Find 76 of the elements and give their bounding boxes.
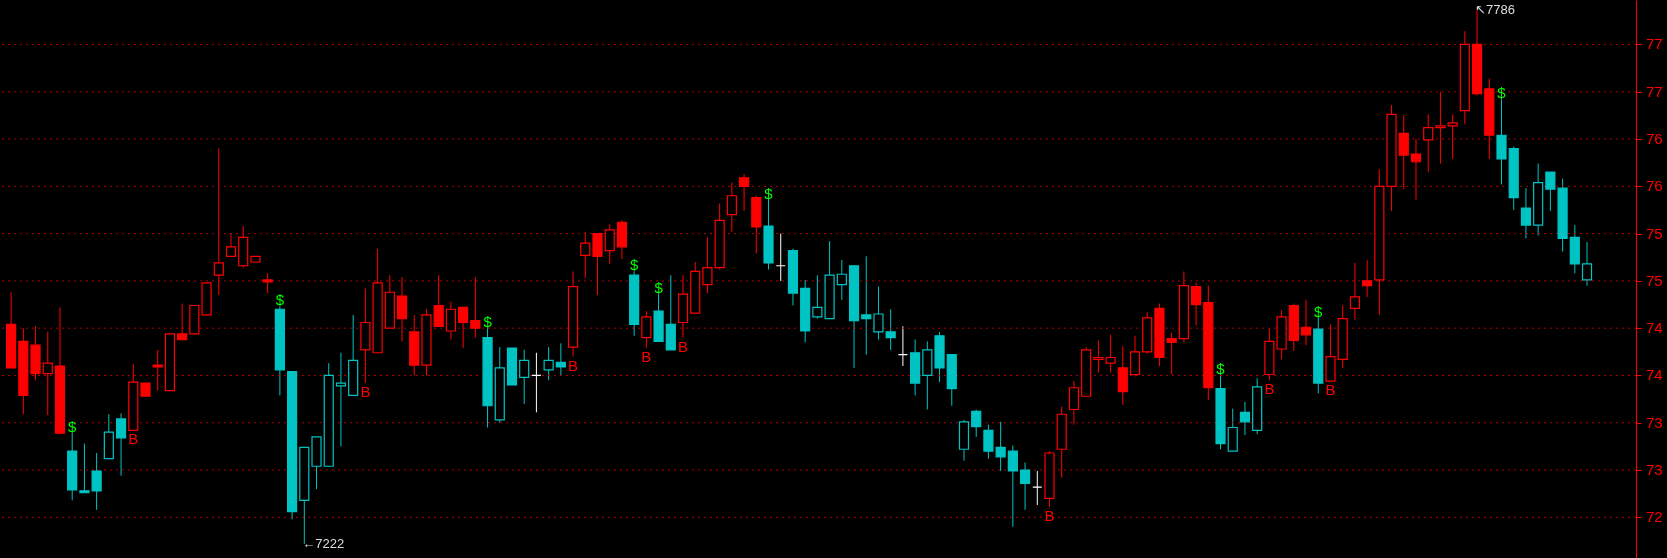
text: $ xyxy=(654,279,663,297)
candlestick xyxy=(152,349,163,392)
text: 77 xyxy=(1646,82,1663,100)
candlestick xyxy=(433,274,444,327)
annotation: ←7222 xyxy=(302,535,345,551)
text: $ xyxy=(275,291,285,309)
candlestick xyxy=(1423,113,1434,173)
text: B xyxy=(678,337,689,355)
candlestick xyxy=(1068,380,1080,426)
candlestick xyxy=(555,342,566,376)
candlestick xyxy=(177,303,188,341)
text: 74 xyxy=(1646,366,1663,384)
text: B xyxy=(641,348,652,366)
text: $ xyxy=(483,313,492,331)
text: B xyxy=(360,383,371,401)
text: 73 xyxy=(1646,413,1663,431)
candlestick xyxy=(873,286,884,341)
text: 72 xyxy=(1646,508,1663,526)
candlestick xyxy=(543,346,554,381)
text: $ xyxy=(764,184,773,202)
text: B xyxy=(128,430,139,448)
text: B xyxy=(1325,381,1336,399)
text: $ xyxy=(629,256,639,274)
candlestick xyxy=(885,308,896,351)
candlestick xyxy=(1410,138,1422,201)
candlestick xyxy=(1007,444,1018,528)
candlestick xyxy=(1362,259,1373,298)
candlestick xyxy=(1117,345,1128,406)
annotation: ↖7786 xyxy=(1475,2,1515,18)
candlestick xyxy=(1191,282,1202,326)
candlestick xyxy=(1227,408,1238,452)
text: 77 xyxy=(1646,35,1663,53)
text: B xyxy=(568,356,579,374)
text: 73 xyxy=(1646,461,1663,479)
candlestick xyxy=(641,310,652,349)
text: 74 xyxy=(1646,319,1663,337)
candlestick xyxy=(1300,299,1312,346)
candlestick xyxy=(396,276,408,342)
text: $ xyxy=(1497,84,1506,102)
candlestick xyxy=(592,233,603,296)
candlestick xyxy=(1349,262,1361,321)
text: 76 xyxy=(1646,130,1663,148)
candlestick xyxy=(1496,98,1507,185)
candlestick xyxy=(445,301,456,341)
candlestick xyxy=(726,182,737,233)
text: B xyxy=(1264,380,1275,398)
candlestick xyxy=(1398,114,1409,190)
text: $ xyxy=(1314,302,1323,320)
candlestick xyxy=(42,331,53,416)
candlestick xyxy=(580,231,591,279)
candlestick xyxy=(1581,241,1593,287)
text: B xyxy=(1044,506,1055,524)
text: 76 xyxy=(1646,177,1663,195)
candlestick xyxy=(861,255,872,356)
candlestick xyxy=(225,233,237,257)
text: $ xyxy=(68,418,77,436)
candlestick xyxy=(604,223,615,265)
candlestick xyxy=(1166,332,1177,376)
candlestick xyxy=(836,259,847,301)
candlestick xyxy=(335,352,347,447)
candlestick xyxy=(1239,401,1251,436)
candlestick xyxy=(458,306,469,349)
candlestick xyxy=(213,147,224,296)
candlestick xyxy=(470,276,481,339)
candlestick xyxy=(1019,461,1031,511)
candlestick xyxy=(1520,187,1532,239)
candlestick xyxy=(115,412,127,477)
text: $ xyxy=(1216,359,1225,377)
candlestick xyxy=(971,409,982,438)
candlestick xyxy=(1129,335,1141,377)
candlestick xyxy=(519,349,530,405)
candlestick xyxy=(738,173,750,212)
candlestick xyxy=(262,272,273,294)
text: 75 xyxy=(1646,271,1663,289)
candlestick xyxy=(702,236,713,294)
text: 75 xyxy=(1646,224,1663,242)
